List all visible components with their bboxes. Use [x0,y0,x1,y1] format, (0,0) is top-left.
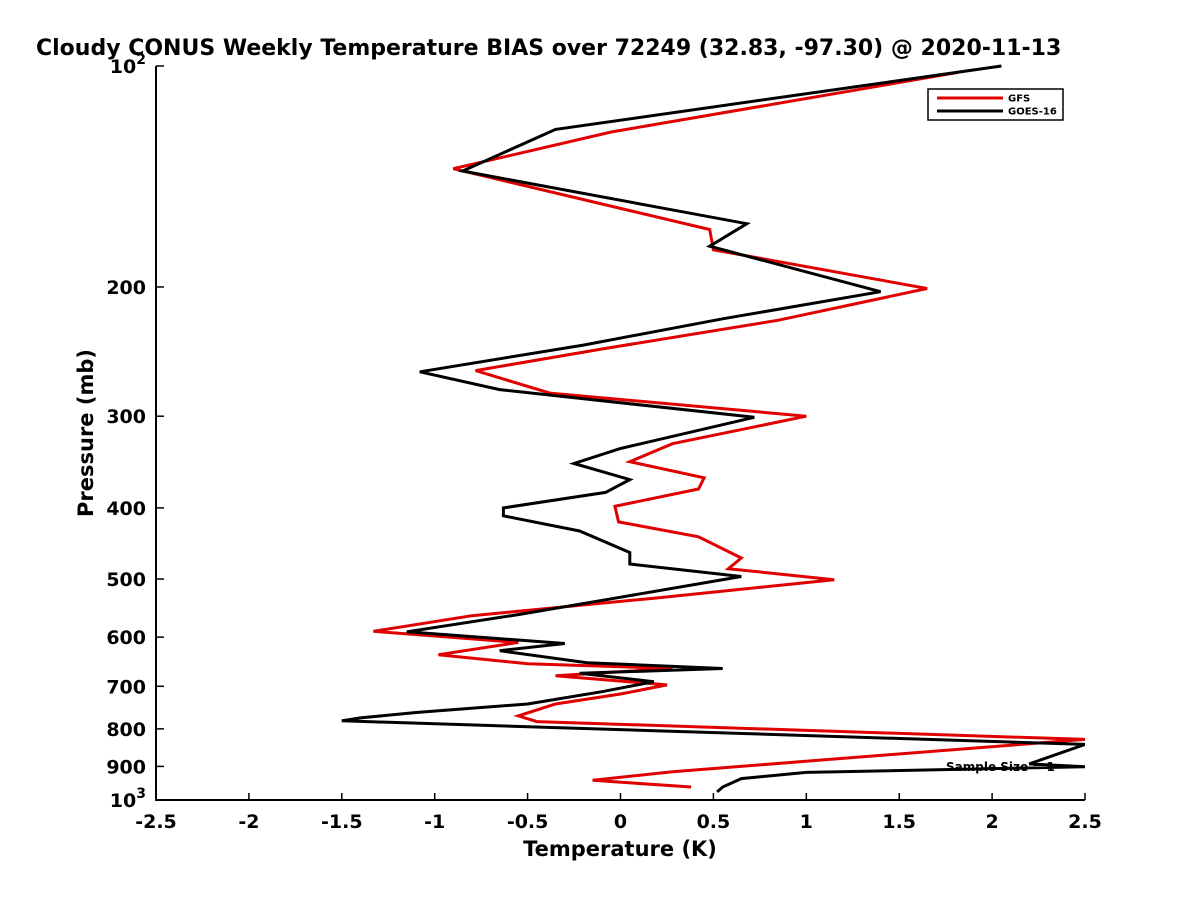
y-tick-label: 800 [106,719,146,741]
y-tick-label: 600 [106,627,146,649]
x-tick-label: -2 [238,811,259,833]
x-tick-label: 2 [985,811,998,833]
x-tick-label: 1.5 [882,811,916,833]
series-layer [341,64,1085,794]
series-line-gfs [373,70,1085,789]
legend-box [927,88,1064,121]
x-tick-label: 0 [614,811,627,833]
y-tick-label: 300 [106,406,146,428]
y-tick-label: 500 [106,569,146,591]
x-tick-label: 1 [800,811,813,833]
y-ticks: 102 200 300 400 500 600 700 800 900 103 [106,52,164,812]
y-tick-label: 102 [110,52,146,78]
x-tick-label: 2.5 [1068,811,1102,833]
axes-frame [155,66,1085,801]
legend-label-goes16: GOES-16 [1008,107,1057,118]
x-ticks: -2.5 -2 -1.5 -1 -0.5 0 0.5 1 1.5 2 2.5 [135,793,1102,833]
legend-label-gfs: GFS [1008,94,1030,105]
chart-title: Cloudy CONUS Weekly Temperature BIAS ove… [36,36,1061,61]
x-tick-label: -1 [424,811,445,833]
y-tick-label: 400 [106,498,146,520]
plot-area: -2.5 -2 -1.5 -1 -0.5 0 0.5 1 1.5 2 2.5 102 200 300 40… [106,52,1102,833]
y-axis-title: Pressure (mb) [74,349,98,517]
x-axis-title: Temperature (K) [523,837,717,861]
y-tick-label: 200 [106,277,146,299]
y-tick-label: 103 [110,786,146,812]
sample-size-annotation: Sample Size = 1 [946,760,1055,774]
x-tick-label: 0.5 [697,811,731,833]
legend: GFS GOES-16 [927,88,1064,121]
x-tick-label: -0.5 [507,811,549,833]
series-line-goes16 [341,64,1085,794]
y-tick-label: 900 [106,756,146,778]
x-tick-label: -2.5 [135,811,177,833]
x-tick-label: -1.5 [321,811,363,833]
y-tick-label: 700 [106,676,146,698]
